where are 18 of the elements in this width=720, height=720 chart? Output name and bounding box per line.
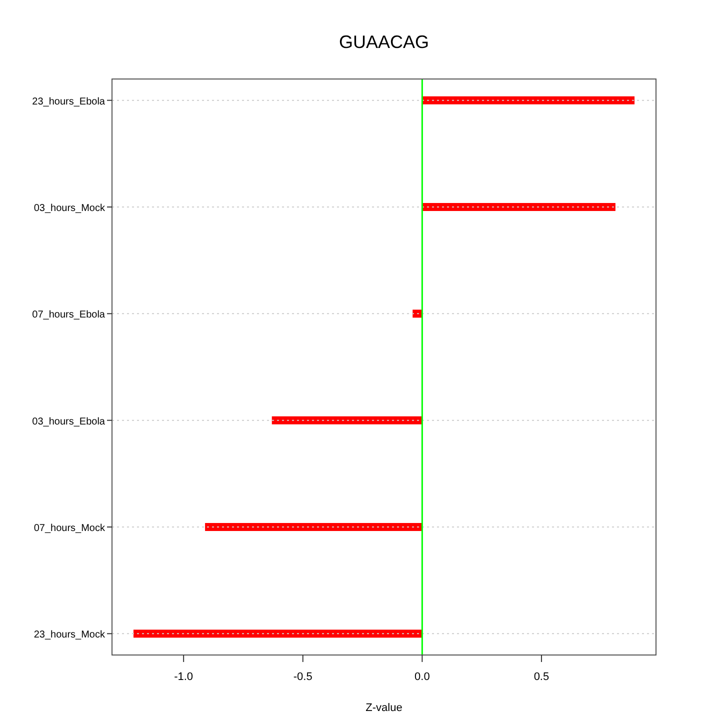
- x-axis-title: Z-value: [366, 702, 402, 714]
- y-tick-label: 03_hours_Mock: [34, 203, 106, 214]
- bar: [412, 310, 422, 318]
- bar: [272, 416, 422, 424]
- bar: [133, 630, 422, 638]
- bar: [422, 96, 635, 104]
- y-tick-label: 07_hours_Ebola: [32, 310, 106, 321]
- y-tick-label: 03_hours_Ebola: [32, 416, 106, 428]
- bar: [205, 523, 422, 531]
- y-tick-label: 23_hours_Mock: [34, 630, 106, 641]
- y-tick-label: 23_hours_Ebola: [32, 96, 106, 108]
- chart-title: GUAACAG: [338, 32, 430, 52]
- bar: [422, 203, 616, 211]
- x-tick-label: 0.0: [414, 671, 430, 683]
- x-tick-label: 0.5: [534, 671, 550, 683]
- y-tick-label: 07_hours_Mock: [34, 523, 106, 534]
- x-tick-label: -1.0: [174, 671, 194, 683]
- x-tick-label: -0.5: [293, 671, 312, 683]
